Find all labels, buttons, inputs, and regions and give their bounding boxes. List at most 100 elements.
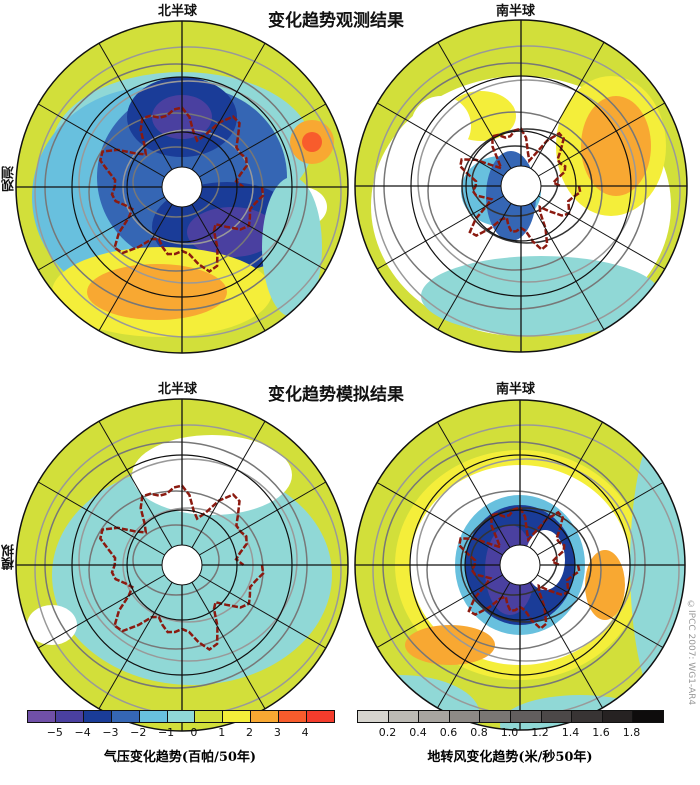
colorbar-swatch: [111, 711, 140, 722]
colorbar-swatch: [279, 711, 308, 722]
pressure-trend-region: [302, 132, 322, 152]
colorbar-tick-label: 0.6: [439, 726, 458, 739]
wind-streamline: [470, 524, 558, 596]
meridian-line: [437, 582, 511, 709]
map-north-observed: [15, 20, 349, 354]
meridian-line: [98, 204, 173, 332]
wind-streamline: [416, 458, 636, 662]
colorbar-swatch: [195, 711, 224, 722]
meridian-line: [37, 196, 165, 271]
pole-cap: [161, 544, 203, 586]
wind-streamline: [417, 79, 637, 283]
wind-streamline: [34, 46, 342, 338]
meridian-line: [437, 203, 512, 331]
wind-streamline: [427, 111, 603, 271]
colorbar-swatch: [419, 711, 450, 722]
colorbar-tick-label: 0.8: [470, 726, 488, 739]
colorbar-tick-label: −2: [130, 726, 147, 739]
meridian-line: [538, 102, 666, 177]
wind-streamline: [132, 524, 220, 596]
pressure-trend-region: [421, 256, 661, 336]
map-north-modeled: [15, 398, 349, 732]
colorbar-tick-label: 1.4: [561, 726, 580, 739]
map-south-modeled: [354, 399, 686, 731]
colorbar-swatch: [28, 711, 56, 722]
meridian-line: [529, 421, 603, 548]
colorbar-tick-label: −1: [157, 726, 175, 739]
colorbar-swatch: [449, 711, 481, 722]
colorbar-tick-label: 1.0: [500, 726, 519, 739]
meridian-line: [199, 574, 327, 649]
colorbar-tick-label: −4: [74, 726, 91, 739]
meridian-line: [199, 103, 327, 178]
pole-cap: [500, 165, 542, 207]
meridian-line: [37, 481, 165, 556]
pressure-trend-region: [72, 490, 252, 630]
colorbar-swatch: [307, 711, 334, 722]
colorbar-swatch: [358, 711, 389, 722]
meridian-line: [376, 574, 503, 648]
meridian-line: [37, 103, 165, 178]
map-border: [15, 20, 349, 354]
wind-streamline: [78, 80, 298, 284]
wind-colorbar-label: 地转风变化趋势(米/秒50年): [427, 750, 593, 765]
colorbar-swatch: [251, 711, 280, 722]
title-observed: 变化趋势观测结果: [268, 11, 404, 31]
hemisphere-label-south-modeled: 南半球: [496, 382, 536, 397]
colorbar-tick-label: 3: [273, 726, 281, 739]
meridian-line: [437, 41, 512, 169]
pressure-colorbar: [27, 710, 335, 723]
meridian-line: [191, 204, 266, 332]
colorbar-swatch: [572, 711, 603, 722]
colorbar-tick-label: 2: [246, 726, 254, 739]
colorbar-tick-label: −3: [102, 726, 119, 739]
meridian-line: [98, 42, 173, 170]
pressure-trend-region: [27, 605, 77, 645]
colorbar-tick-label: 0.2: [378, 726, 397, 739]
meridian-line: [529, 582, 603, 709]
meridian-line: [537, 482, 664, 556]
meridian-line: [376, 102, 504, 177]
colorbar-tick-label: 1.6: [592, 726, 610, 739]
wind-streamline: [471, 145, 559, 217]
colorbar-swatch: [602, 711, 634, 722]
colorbar-swatch: [55, 711, 84, 722]
meridian-line: [537, 574, 664, 648]
colorbar-tick-label: 1.8: [622, 726, 641, 739]
meridian-line: [530, 41, 605, 169]
map-border: [354, 19, 688, 353]
pressure-trend-region: [405, 625, 495, 665]
pressure-trend-region: [585, 550, 625, 620]
meridian-line: [98, 582, 173, 710]
meridian-line: [530, 203, 605, 331]
pressure-trend-region: [262, 177, 322, 317]
colorbar-swatch: [480, 711, 511, 722]
meridian-line: [376, 195, 504, 270]
wind-streamline: [426, 490, 602, 650]
pressure-trend-region: [187, 207, 277, 257]
colorbar-swatch: [223, 711, 252, 722]
meridian-line: [37, 574, 165, 649]
colorbar-swatch: [541, 711, 573, 722]
pole-cap: [161, 166, 203, 208]
meridian-line: [191, 420, 266, 548]
title-modeled: 变化趋势模拟结果: [268, 385, 404, 405]
meridian-line: [199, 196, 327, 271]
pole-cap: [499, 544, 541, 586]
colorbar-tick-label: 0.4: [409, 726, 427, 739]
colorbar-tick-label: 0: [190, 726, 198, 739]
meridian-line: [376, 482, 503, 556]
colorbar-swatch: [388, 711, 420, 722]
map-border: [354, 399, 686, 731]
hemisphere-label-north-modeled: 北半球: [158, 382, 198, 397]
meridian-line: [191, 582, 266, 710]
row-label-modeled: 模拟: [2, 544, 17, 570]
pressure-trend-region: [87, 264, 227, 320]
pressure-trend-region: [411, 96, 471, 156]
colorbar-tick-label: −5: [46, 726, 63, 739]
pressure-colorbar-label: 气压变化趋势(百帕/50年): [103, 750, 257, 765]
row-label-observed: 观测: [2, 166, 17, 192]
wind-streamline: [132, 146, 220, 218]
meridian-line: [538, 195, 666, 270]
colorbar-swatch: [83, 711, 112, 722]
